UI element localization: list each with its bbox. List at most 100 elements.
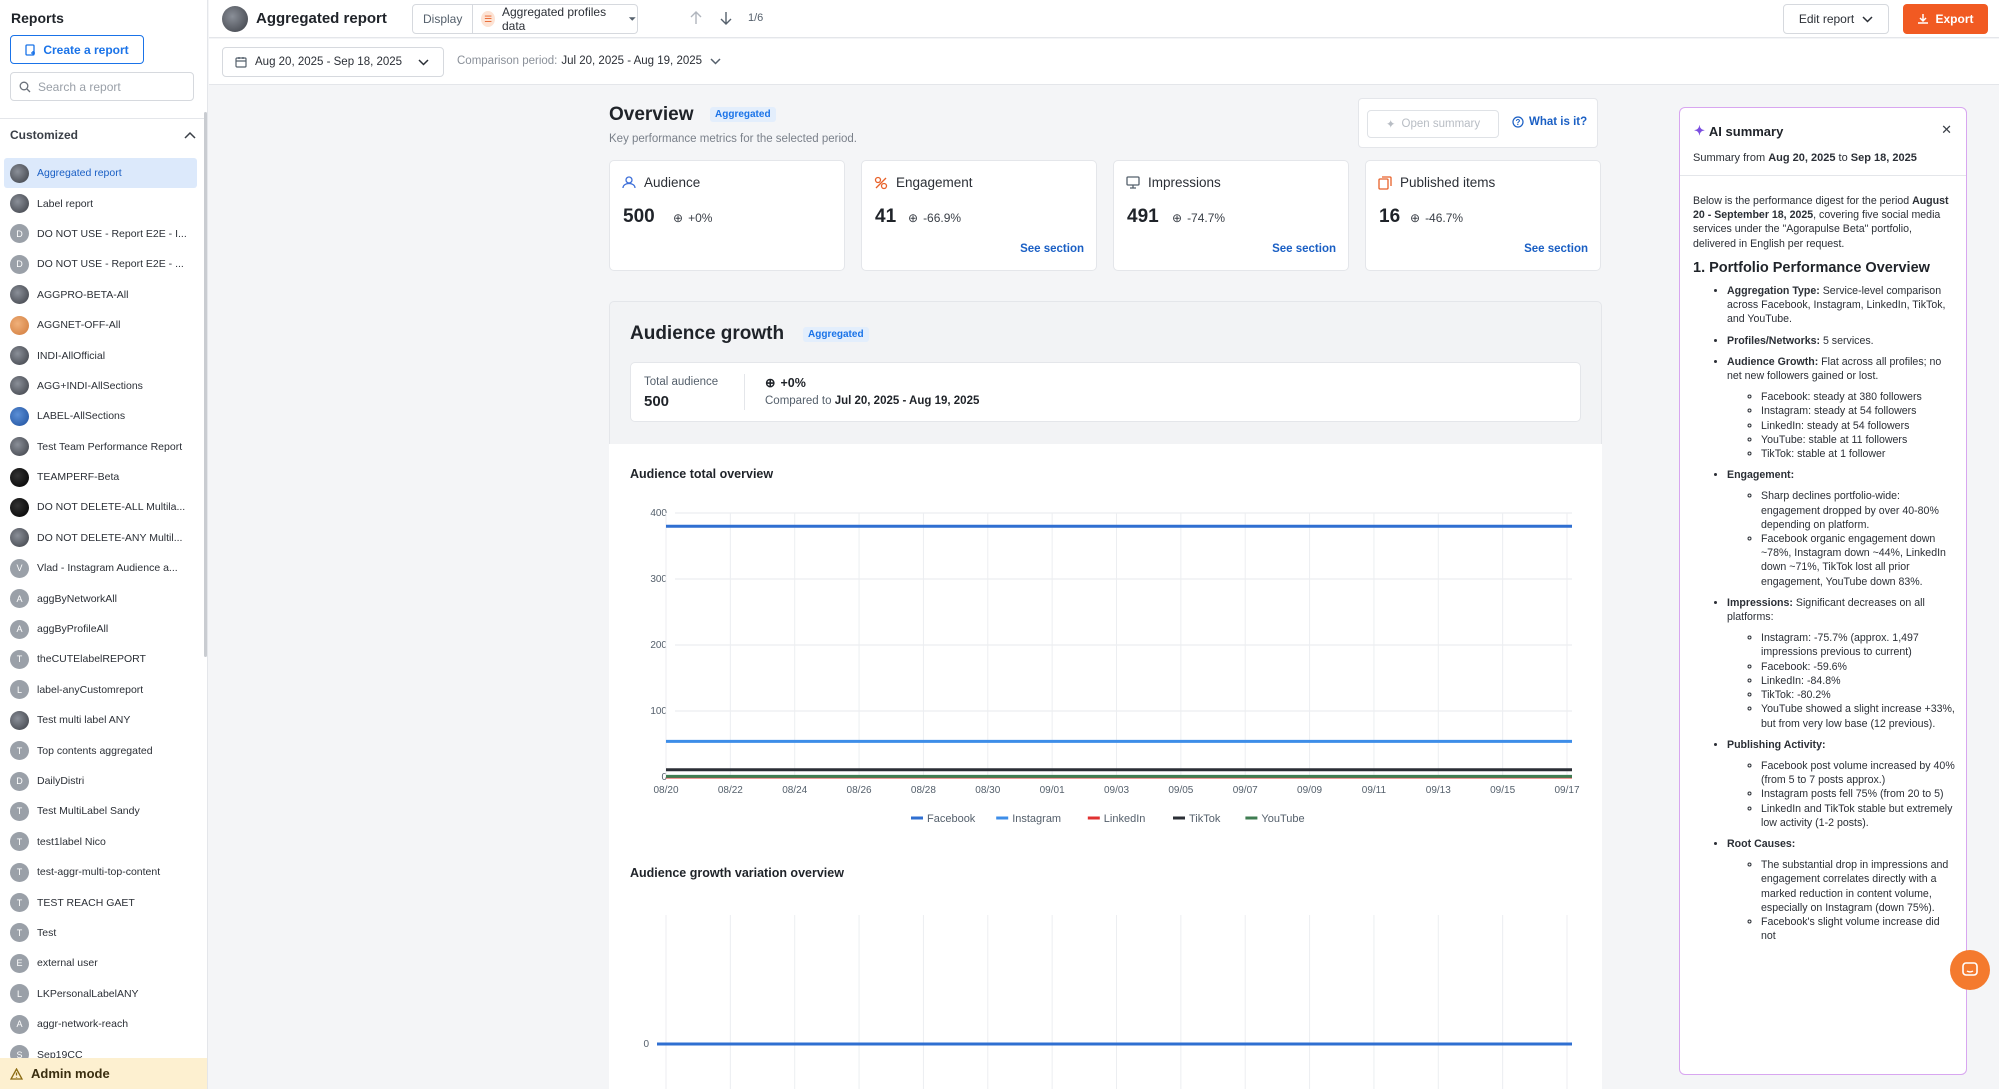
open-summary-button[interactable]: ✦ Open summary [1367, 110, 1499, 138]
to-date: Sep 18, 2025 [1850, 152, 1917, 164]
x-tick-label: 09/17 [1554, 785, 1579, 796]
from-prefix: Summary from [1693, 152, 1766, 164]
report-avatar [10, 406, 29, 426]
ai-sub-bullet: The substantial drop in impressions and … [1761, 858, 1955, 915]
create-report-label: Create a report [43, 42, 129, 57]
sidebar-report-item[interactable]: T Test MultiLabel Sandy [4, 796, 197, 826]
report-item-label: Label report [37, 197, 94, 210]
report-avatar: D [10, 224, 29, 244]
sidebar-report-item[interactable]: Test multi label ANY [4, 705, 197, 735]
close-icon[interactable]: ✕ [1941, 122, 1952, 137]
next-arrow-icon[interactable] [720, 11, 732, 25]
see-section-link[interactable]: See section [1524, 243, 1588, 255]
x-tick-label: 09/11 [1362, 785, 1387, 796]
report-avatar: T [10, 893, 29, 913]
sidebar-report-item[interactable]: V Vlad - Instagram Audience a... [4, 553, 197, 583]
sidebar-report-item[interactable]: T Test [4, 918, 197, 948]
sidebar-report-item[interactable]: DO NOT DELETE-ALL Multila... [4, 492, 197, 522]
previous-arrow-icon[interactable] [690, 11, 702, 25]
sidebar-report-item[interactable]: AGG+INDI-AllSections [4, 371, 197, 401]
sidebar-report-item[interactable]: AGGNET-OFF-All [4, 310, 197, 340]
sidebar-report-item[interactable]: T TEST REACH GAET [4, 887, 197, 917]
report-item-label: DO NOT DELETE-ALL Multila... [37, 501, 186, 514]
admin-mode-label: Admin mode [31, 1066, 110, 1081]
edit-report-button[interactable]: Edit report [1783, 4, 1889, 34]
report-avatar [10, 315, 29, 335]
kpi-card-published-items: Published items 16 ⊕ -46.7% See section [1365, 160, 1601, 271]
overview-title: Overview [609, 104, 694, 125]
report-item-label: Test multi label ANY [37, 714, 131, 727]
what-is-it-link[interactable]: ? What is it? [1512, 116, 1587, 128]
report-avatar: T [10, 832, 29, 852]
report-item-label: AGGNET-OFF-All [37, 319, 121, 332]
report-item-label: aggByProfileAll [37, 623, 109, 636]
ai-summary-title: AI summary [1708, 123, 1784, 139]
sidebar-report-item[interactable]: Aggregated report [4, 158, 197, 189]
ai-sub-bullet: YouTube: stable at 11 followers [1761, 433, 1955, 447]
comparison-range: Jul 20, 2025 - Aug 19, 2025 [561, 55, 703, 67]
compared-label: Compared to [765, 395, 832, 407]
sidebar-report-item[interactable]: T Top contents aggregated [4, 735, 197, 765]
legend-label: YouTube [1261, 813, 1304, 825]
x-tick-label: 09/07 [1233, 785, 1258, 796]
export-button[interactable]: Export [1903, 4, 1988, 34]
divider [744, 374, 745, 410]
ai-bullet: Engagement: Sharp declines portfolio-wid… [1727, 468, 1955, 589]
trend-icon: ⊕ [1172, 211, 1183, 225]
sidebar-report-item[interactable]: D DO NOT USE - Report E2E - ... [4, 249, 197, 279]
ai-bullet: Aggregation Type: Service-level comparis… [1727, 284, 1955, 327]
comparison-period-picker[interactable]: Comparison period: Jul 20, 2025 - Aug 19… [457, 55, 721, 67]
report-item-label: Vlad - Instagram Audience a... [37, 562, 178, 575]
report-avatar [10, 437, 29, 457]
sidebar-report-item[interactable]: AGGPRO-BETA-All [4, 280, 197, 310]
kpi-card-impressions: Impressions 491 ⊕ -74.7% See section [1113, 160, 1349, 271]
report-avatar: V [10, 558, 29, 578]
create-report-button[interactable]: Create a report [10, 35, 144, 64]
ai-bullet-list: Aggregation Type: Service-level comparis… [1693, 284, 1955, 943]
sidebar-scrollbar[interactable] [204, 112, 207, 657]
date-range-value: Aug 20, 2025 - Sep 18, 2025 [255, 56, 403, 68]
date-range-picker[interactable]: Aug 20, 2025 - Sep 18, 2025 [222, 47, 444, 77]
sidebar-report-item[interactable]: TEAMPERF-Beta [4, 462, 197, 492]
ai-intro: Below is the performance digest for the … [1693, 194, 1955, 251]
display-select[interactable]: Display ☰ Aggregated profiles data [412, 4, 638, 34]
report-item-label: theCUTElabelREPORT [37, 653, 146, 666]
sidebar-report-item[interactable]: INDI-AllOfficial [4, 340, 197, 370]
see-section-link[interactable]: See section [1272, 243, 1336, 255]
intro-period: August 20 - September 18, 2025 [1693, 195, 1949, 222]
report-search-input[interactable]: Search a report [10, 72, 194, 101]
sidebar-report-item[interactable]: D DO NOT USE - Report E2E - I... [4, 219, 197, 249]
kpi-card-engagement: Engagement 41 ⊕ -66.9% See section [861, 160, 1097, 271]
report-avatar: L [10, 680, 29, 700]
report-item-label: AGG+INDI-AllSections [37, 379, 143, 392]
see-section-link[interactable]: See section [1020, 243, 1084, 255]
sidebar-report-item[interactable]: Label report [4, 188, 197, 218]
audience-growth-badge: Aggregated [803, 327, 869, 342]
bullet-text: Significant decreases on all platforms: [1727, 596, 1925, 624]
sidebar-report-item[interactable]: DO NOT DELETE-ANY Multil... [4, 523, 197, 553]
admin-mode-banner[interactable]: Admin mode [0, 1058, 207, 1089]
sidebar-report-item[interactable]: LABEL-AllSections [4, 401, 197, 431]
report-item-label: Test Team Performance Report [37, 440, 183, 453]
sidebar-report-item[interactable]: L LKPersonalLabelANY [4, 979, 197, 1009]
sidebar-report-item[interactable]: D DailyDistri [4, 766, 197, 796]
bullet-label: Impressions: [1727, 596, 1793, 609]
total-audience-label: Total audience [644, 376, 719, 388]
report-avatar [10, 467, 29, 487]
divider [1680, 175, 1966, 176]
x-tick-label: 09/01 [1040, 785, 1065, 796]
chat-launcher-button[interactable] [1950, 950, 1990, 990]
customized-section-toggle[interactable]: Customized [10, 128, 196, 142]
report-item-label: external user [37, 957, 98, 970]
kpi-value: 16 [1379, 206, 1401, 227]
y-tick-label: 300 [650, 574, 667, 585]
sidebar-report-item[interactable]: Test Team Performance Report [4, 432, 197, 462]
